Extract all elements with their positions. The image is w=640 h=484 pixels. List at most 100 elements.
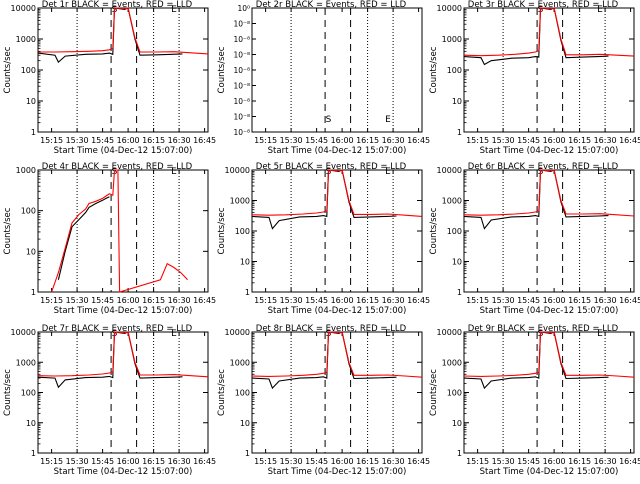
x-tick-label: 16:15	[568, 136, 591, 145]
x-tick-label: 15:15	[40, 457, 63, 466]
x-tick-label: 16:30	[168, 296, 191, 305]
x-tick-label: 16:30	[594, 457, 617, 466]
x-tick-label: 16:15	[142, 136, 165, 145]
y-tick-label: 1000	[442, 358, 462, 367]
y-tick-label: 10⁻⁸	[233, 113, 250, 122]
x-tick-label: 16:00	[543, 296, 566, 305]
y-tick-label: 10⁻⁸	[233, 128, 250, 137]
y-axis-label: Counts/sec	[3, 207, 13, 254]
x-axis-label: Start Time (04-Dec-12 15:07:00)	[54, 306, 193, 316]
plot-frame	[37, 331, 209, 454]
panel-title: Det 7r BLACK = Events, RED = LLD	[42, 324, 193, 334]
x-tick-label: 16:45	[619, 296, 640, 305]
y-tick-label: 10000	[11, 328, 36, 337]
flag-e-marker: E	[597, 5, 603, 15]
x-tick-label: 15:15	[40, 136, 63, 145]
y-tick-label: 1000	[442, 35, 462, 44]
series-line-events	[57, 196, 110, 280]
x-tick-label: 16:45	[193, 136, 216, 145]
x-tick-label: 15:30	[66, 296, 89, 305]
x-tick-label: 15:30	[492, 457, 515, 466]
x-tick-label: 16:00	[543, 136, 566, 145]
x-tick-label: 16:30	[382, 457, 405, 466]
y-tick-label: 100	[447, 66, 462, 75]
series-line-events	[251, 169, 397, 230]
x-tick-label: 15:30	[66, 457, 89, 466]
x-tick-label: 15:45	[305, 457, 328, 466]
x-tick-label: 16:45	[619, 457, 640, 466]
panel-title: Det 9r BLACK = Events, RED = LLD	[468, 324, 619, 334]
plot-frame	[463, 7, 635, 133]
x-tick-label: 16:45	[193, 457, 216, 466]
x-tick-label: 16:00	[117, 296, 140, 305]
x-axis-label: Start Time (04-Dec-12 15:07:00)	[54, 146, 193, 156]
x-tick-label: 15:45	[91, 457, 114, 466]
plot-frame	[463, 169, 635, 293]
y-axis-label: Counts/sec	[3, 369, 13, 416]
y-tick-label: 10000	[437, 166, 462, 175]
y-tick-label: 10000	[225, 166, 250, 175]
x-tick-label: 16:00	[117, 136, 140, 145]
x-axis-label: Start Time (04-Dec-12 15:07:00)	[480, 146, 619, 156]
x-tick-label: 16:45	[407, 296, 430, 305]
x-tick-label: 16:30	[168, 136, 191, 145]
flag-e-marker: E	[385, 167, 391, 177]
x-tick-label: 16:45	[407, 457, 430, 466]
y-tick-label: 1	[457, 288, 462, 297]
y-axis-label: Counts/sec	[429, 369, 439, 416]
y-tick-label: 10000	[225, 328, 250, 337]
y-tick-label: 10	[240, 419, 250, 428]
x-tick-label: 16:30	[382, 296, 405, 305]
panel-title: Det 3r BLACK = Events, RED = LLD	[468, 0, 619, 10]
y-tick-label: 10	[240, 258, 250, 267]
x-tick-label: 15:15	[254, 136, 277, 145]
x-axis-label: Start Time (04-Dec-12 15:07:00)	[268, 467, 407, 477]
series-line-lld	[463, 331, 635, 378]
flag-e-marker: E	[597, 329, 603, 339]
x-tick-label: 16:45	[193, 296, 216, 305]
plot-frame	[251, 169, 423, 293]
x-tick-label: 16:00	[331, 136, 354, 145]
y-tick-label: 10	[452, 419, 462, 428]
y-tick-label: 1000	[230, 358, 250, 367]
y-axis-label: Counts/sec	[217, 207, 227, 254]
y-tick-label: 10	[452, 258, 462, 267]
x-tick-label: 16:15	[142, 296, 165, 305]
panel-title: Det 1r BLACK = Events, RED = LLD	[42, 0, 193, 10]
y-tick-label: 100	[447, 389, 462, 398]
x-tick-label: 15:15	[466, 136, 489, 145]
flag-e-marker: E	[597, 167, 603, 177]
y-tick-label: 10⁰	[237, 4, 250, 13]
plot-frame	[463, 331, 635, 454]
flag-e-marker: E	[171, 5, 177, 15]
x-tick-label: 15:15	[40, 296, 63, 305]
y-tick-label: 10	[26, 419, 36, 428]
x-tick-label: 15:30	[492, 296, 515, 305]
x-tick-label: 16:45	[619, 136, 640, 145]
y-tick-label: 10000	[437, 4, 462, 13]
x-tick-label: 15:45	[305, 136, 328, 145]
series-line-lld	[251, 169, 423, 217]
x-tick-label: 16:15	[356, 296, 379, 305]
x-tick-label: 16:00	[331, 457, 354, 466]
panel-title: Det 4r BLACK = Events, RED = LLD	[42, 162, 193, 172]
x-tick-label: 15:45	[517, 296, 540, 305]
series-line-events	[463, 331, 609, 390]
series-line-lld	[463, 169, 635, 217]
x-axis-label: Start Time (04-Dec-12 15:07:00)	[54, 467, 193, 477]
y-axis-label: Counts/sec	[3, 46, 13, 93]
x-tick-label: 15:45	[91, 136, 114, 145]
y-axis-label: Counts/sec	[217, 369, 227, 416]
x-tick-label: 15:45	[91, 296, 114, 305]
x-tick-label: 16:00	[117, 457, 140, 466]
x-tick-label: 16:30	[382, 136, 405, 145]
y-tick-label: 1	[31, 128, 36, 137]
y-tick-label: 100	[235, 227, 250, 236]
y-tick-label: 1000	[16, 166, 36, 175]
y-tick-label: 100	[21, 389, 36, 398]
x-tick-label: 15:45	[517, 136, 540, 145]
